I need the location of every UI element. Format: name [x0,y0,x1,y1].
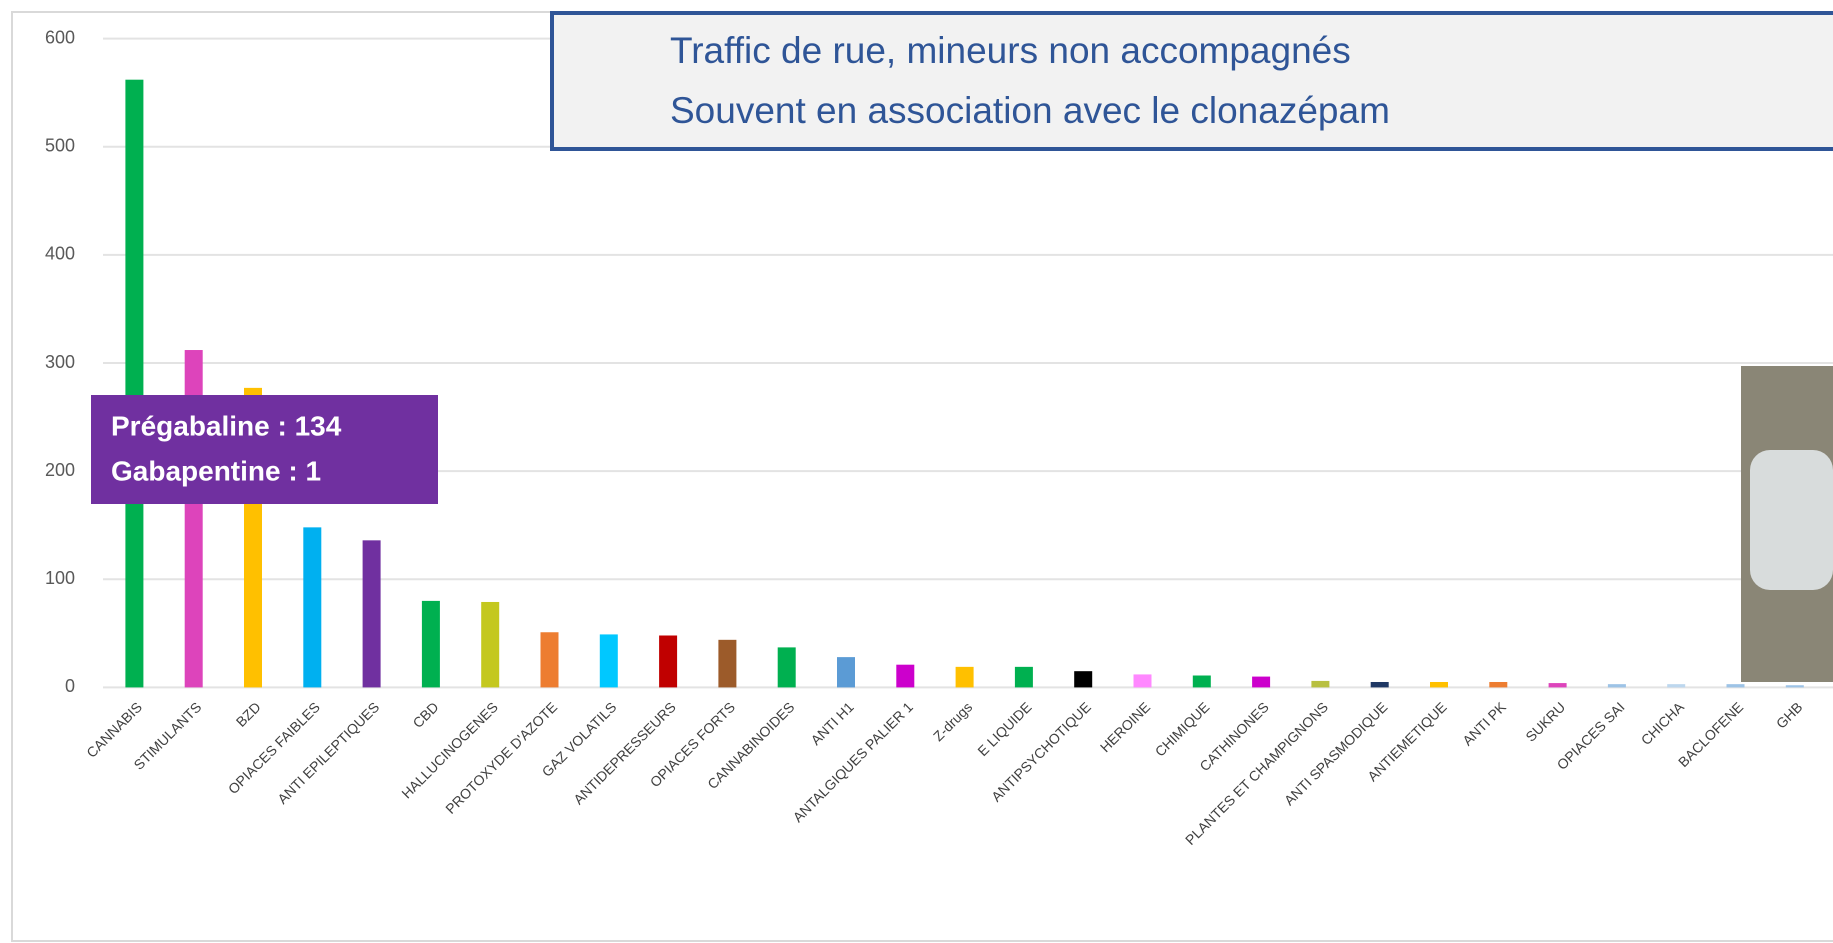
bar [896,665,914,688]
bar [1489,682,1507,687]
bar [778,647,796,687]
chart: 0100200300400500600CANNABISSTIMULANTSBZD… [0,0,1833,943]
photo-detail [1750,450,1833,590]
bar [1430,682,1448,687]
y-tick-label: 200 [45,460,75,480]
bar [1727,684,1745,687]
bar [1549,683,1567,687]
y-tick-label: 100 [45,568,75,588]
bar [303,527,321,687]
bar [659,635,677,687]
bar [1311,681,1329,687]
bar [1074,671,1092,687]
y-tick-label: 300 [45,352,75,372]
y-tick-label: 600 [45,27,75,47]
annotation-text: Traffic de rue, mineurs non accompagnés [670,30,1351,71]
bar [1371,682,1389,687]
bar [1252,677,1270,688]
bar [956,667,974,688]
bar [541,632,559,687]
bar [1608,684,1626,687]
bar [125,80,143,688]
bar [1015,667,1033,688]
callout-text: Gabapentine : 1 [111,455,321,486]
bar [837,657,855,687]
annotation-text: Souvent en association avec le clonazépa… [670,90,1390,131]
bar [363,540,381,687]
bar [1134,674,1152,687]
bar [481,602,499,687]
y-tick-label: 400 [45,244,75,264]
bar [1786,685,1804,687]
callout-text: Prégabaline : 134 [111,410,342,441]
y-tick-label: 0 [65,676,75,696]
bar [1193,676,1211,688]
bar [718,640,736,688]
bar [600,634,618,687]
y-tick-label: 500 [45,135,75,155]
bar [1667,684,1685,687]
bar [422,601,440,688]
